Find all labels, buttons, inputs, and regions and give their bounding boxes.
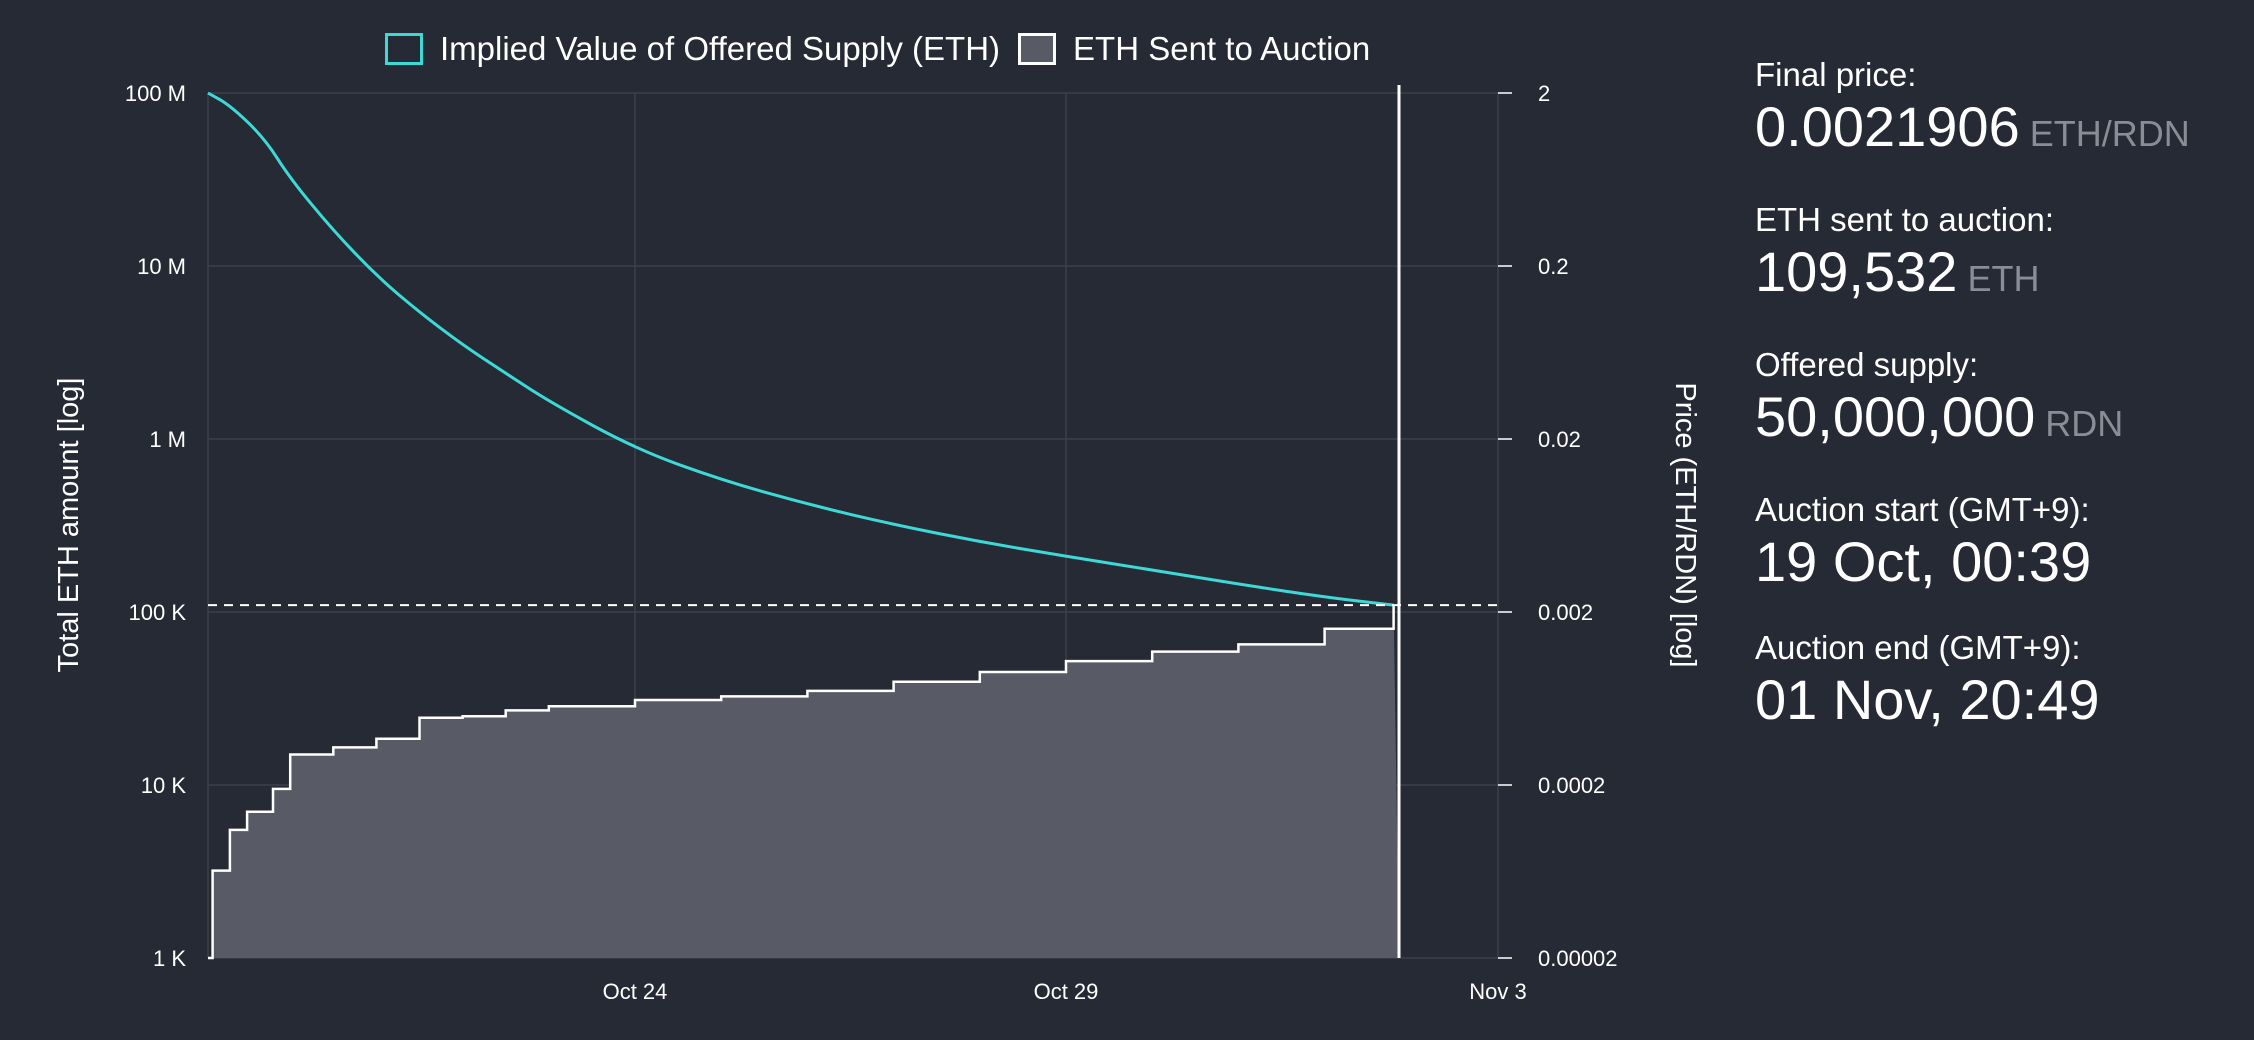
y-tick-left: 10 M [137,254,186,279]
eth-sent-area [208,605,1399,958]
y-tick-right: 0.2 [1538,254,1569,279]
stat-unit: RDN [2045,403,2124,444]
y-axis-label-right: Price (ETH/RDN) [log] [1669,382,1701,667]
x-tick: Oct 29 [1034,979,1099,1004]
stat-value: 0.0021906 ETH/RDN [1755,95,2235,166]
stat-number: 0.0021906 [1755,95,2020,158]
eth-sent-line [208,605,1395,960]
implied-value-line [207,91,1394,607]
x-tick: Oct 24 [603,979,668,1004]
stat-number: 01 Nov, 20:49 [1755,668,2100,731]
axis-ticks: 1 K 10 K 100 K 1 M 10 M 100 M 0.00002 0.0002 0.0… [125,81,1618,1004]
stat-number: 50,000,000 [1755,385,2036,448]
y-tick-right: 0.002 [1538,600,1593,625]
y-tick-left: 1 M [149,427,186,452]
legend-label-sent: ETH Sent to Auction [1073,30,1371,67]
y-tick-left: 100 M [125,81,186,106]
y-axis-label-left: Total ETH amount [log] [53,378,85,673]
y-tick-right: 0.00002 [1538,946,1618,971]
x-tick: Nov 3 [1469,979,1526,1004]
y-tick-left: 10 K [141,773,187,798]
stat-unit: ETH [1967,258,2040,299]
stat-label: ETH sent to auction: [1755,201,2054,238]
stat-unit: ETH/RDN [2029,113,2190,154]
stat-value: 19 Oct, 00:39 [1755,530,2235,594]
stat-label: Auction start (GMT+9): [1755,491,2090,528]
stat-label: Offered supply: [1755,346,1979,383]
stat-number: 109,532 [1755,240,1958,303]
auction-summary-panel: Final price: 0.0021906 ETH/RDN ETH sent t… [1755,55,2235,766]
chart-legend: Implied Value of Offered Supply (ETH) ET… [385,30,1388,68]
stat-auction-end: Auction end (GMT+9): 01 Nov, 20:49 [1755,628,2235,732]
stat-label: Auction end (GMT+9): [1755,629,2081,666]
legend-swatch-implied [385,33,423,65]
y-tick-right: 2 [1538,81,1550,106]
y-tick-right: 0.0002 [1538,773,1605,798]
legend-item-sent[interactable]: ETH Sent to Auction [1018,30,1370,68]
stat-number: 19 Oct, 00:39 [1755,530,2092,593]
stat-value: 50,000,000 RDN [1755,385,2235,456]
stat-eth-sent: ETH sent to auction: 109,532 ETH [1755,200,2235,311]
y-tick-left: 100 K [129,600,187,625]
y-tick-right: 0.02 [1538,427,1581,452]
stat-value: 109,532 ETH [1755,240,2235,311]
stat-auction-start: Auction start (GMT+9): 19 Oct, 00:39 [1755,490,2235,594]
stat-final-price: Final price: 0.0021906 ETH/RDN [1755,55,2235,166]
stat-offered-supply: Offered supply: 50,000,000 RDN [1755,345,2235,456]
legend-label-implied: Implied Value of Offered Supply (ETH) [440,30,1001,67]
legend-swatch-sent [1018,33,1057,65]
legend-item-implied[interactable]: Implied Value of Offered Supply (ETH) [385,30,1000,68]
y-tick-left: 1 K [153,946,186,971]
stat-label: Final price: [1755,56,1917,93]
stat-value: 01 Nov, 20:49 [1755,668,2235,732]
